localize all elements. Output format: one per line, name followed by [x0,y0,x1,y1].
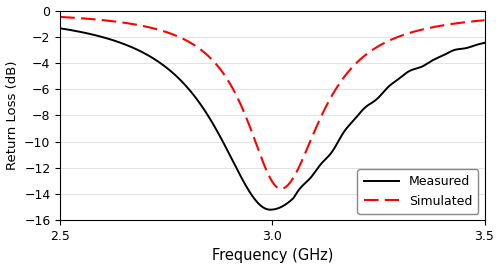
Simulated [448,23,454,26]
Simulated [366,51,372,54]
Measured [268,208,274,211]
Measured [482,41,488,44]
Simulated [236,98,242,101]
Simulated [278,187,284,190]
Simulated [57,15,63,19]
Simulated [239,105,245,109]
Measured [468,45,474,48]
Simulated [259,157,265,161]
Measured [366,103,372,107]
X-axis label: Frequency (GHz): Frequency (GHz) [212,249,333,263]
Simulated [482,19,488,22]
Measured [448,50,454,53]
Measured [57,27,63,30]
Measured [236,170,242,174]
Measured [239,177,245,180]
Line: Measured: Measured [60,28,484,210]
Line: Simulated: Simulated [60,17,484,189]
Measured [259,205,265,208]
Y-axis label: Return Loss (dB): Return Loss (dB) [6,61,18,170]
Simulated [468,20,474,23]
Legend: Measured, Simulated: Measured, Simulated [358,169,478,214]
